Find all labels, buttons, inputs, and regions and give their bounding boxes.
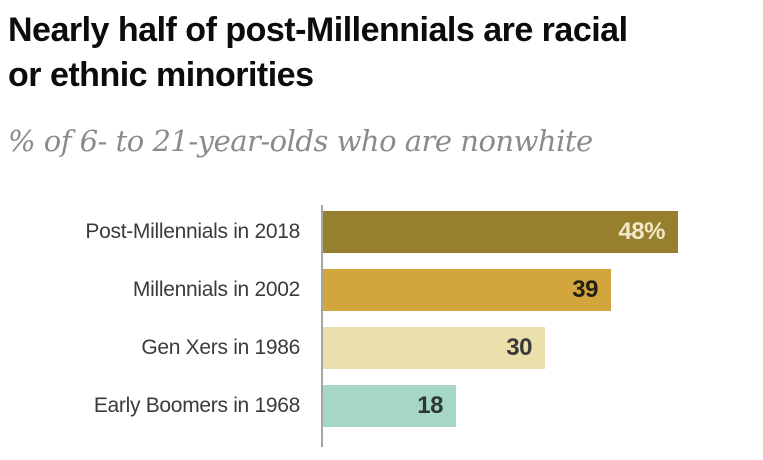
page-title-line-2: or ethnic minorities xyxy=(8,56,314,94)
chart-header: Nearly half of post-Millennials are raci… xyxy=(8,8,763,158)
value-label: 39 xyxy=(572,276,598,303)
chart-row: Gen Xers in 1986 30 xyxy=(0,327,763,369)
chart-row: Millennials in 2002 39 xyxy=(0,269,763,311)
category-label: Gen Xers in 1986 xyxy=(141,336,300,359)
value-label: 48% xyxy=(618,218,665,245)
page-title-line-1: Nearly half of post-Millennials are raci… xyxy=(8,11,628,49)
category-label: Millennials in 2002 xyxy=(132,278,300,301)
chart-row: Early Boomers in 1968 18 xyxy=(0,385,763,427)
chart-row: Post-Millennials in 2018 48% xyxy=(0,211,763,253)
bar: 30 xyxy=(323,327,545,369)
value-label: 30 xyxy=(506,334,532,361)
bar: 18 xyxy=(323,385,456,427)
bar: 39 xyxy=(323,269,611,311)
category-label: Early Boomers in 1968 xyxy=(93,394,300,417)
bar-chart: Post-Millennials in 2018 48% Millennials i… xyxy=(0,205,763,447)
category-label: Post-Millennials in 2018 xyxy=(85,220,300,243)
chart-subtitle: % of 6- to 21-year-olds who are nonwhite xyxy=(8,124,593,158)
value-label: 18 xyxy=(417,392,443,419)
chart-rows: Post-Millennials in 2018 48% Millennials i… xyxy=(0,211,763,427)
y-axis-line xyxy=(321,205,323,447)
bar: 48% xyxy=(323,211,678,253)
